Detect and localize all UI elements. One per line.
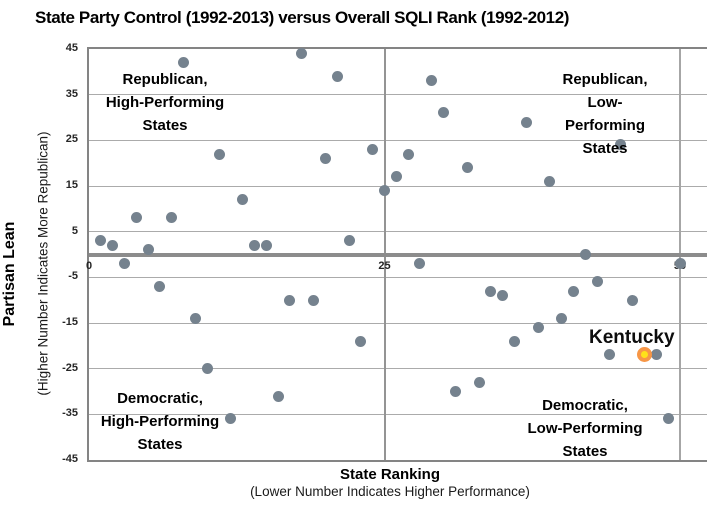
data-point [556,312,568,324]
y-tick-label: 25 [65,133,78,146]
horizontal-gridline [89,276,707,278]
y-tick-label: -15 [62,316,78,328]
quadrant-label-bottom-right: Democratic, Low-Performing States [527,397,643,460]
zero-axis-line [89,252,707,257]
data-point [319,153,331,165]
data-point [213,148,225,160]
horizontal-gridline [89,185,707,187]
data-point [568,285,580,297]
data-point [615,139,627,151]
x-tick-label: 0 [85,259,93,272]
data-point [308,294,320,306]
kentucky-data-point [637,347,653,363]
y-tick-label: -35 [62,407,78,420]
data-point [237,194,249,206]
data-point [284,294,296,306]
data-point [603,349,615,361]
data-point [296,48,308,60]
data-point [343,235,355,247]
data-point [189,312,201,324]
data-point [390,171,402,183]
data-point [118,258,130,270]
y-tick-label: 35 [65,87,78,100]
data-point [95,235,107,247]
data-point [662,413,674,425]
data-point [248,239,260,251]
horizontal-gridline [89,94,707,96]
data-point [367,143,379,155]
quadrant-label-top-left: Republican, High-Performing States [105,71,225,134]
data-point [130,212,142,224]
data-point [509,335,521,347]
y-tick-label: -5 [68,270,78,283]
data-point [260,239,272,251]
horizontal-gridline [89,139,707,141]
kentucky-annotation-label: Kentucky [589,327,675,348]
data-point [225,413,237,425]
data-point [438,107,450,119]
data-point [473,376,485,388]
data-point [591,276,603,288]
x-axis-subtitle: (Lower Number Indicates Higher Performan… [250,484,530,499]
data-point [532,322,544,334]
data-point [544,175,556,187]
y-tick-label: 45 [65,42,78,54]
data-point [166,212,178,224]
data-point [497,290,509,302]
data-point [178,57,190,69]
data-point [627,294,639,306]
y-tick-label: -45 [62,453,78,465]
data-point [331,70,343,82]
horizontal-gridline [89,368,707,370]
y-tick-label: -25 [62,361,78,374]
y-axis-subtitle: (Higher Number Indicates More Republican… [35,131,51,396]
quadrant-label-bottom-left: Democratic, High-Performing States [100,390,220,453]
data-point [674,258,686,270]
horizontal-gridline [89,322,707,324]
data-point [520,116,532,128]
x-tick-label: 25 [378,259,391,272]
x-axis-title: State Ranking [339,466,441,483]
data-point [461,162,473,174]
data-point [650,349,662,361]
data-point [379,185,390,197]
data-point [579,249,591,260]
y-tick-label: 15 [65,179,78,191]
data-point [449,386,461,397]
quadrant-label-top-right: Republican, Low-Performing States [562,71,648,157]
horizontal-gridline [89,413,707,415]
plot-area: 02550 [85,47,707,462]
data-point [154,280,166,292]
data-point [355,335,367,347]
y-axis-title: Partisan Lean [1,221,18,327]
data-point [414,258,426,270]
data-point [142,244,154,256]
data-point [107,239,119,251]
data-point [402,148,414,160]
chart-title: State Party Control (1992-2013) versus O… [35,8,570,27]
data-point [426,75,438,87]
data-point [272,390,284,402]
data-point [485,285,497,297]
y-tick-label: 5 [71,224,78,237]
horizontal-gridline [89,231,707,233]
data-point [201,363,213,375]
